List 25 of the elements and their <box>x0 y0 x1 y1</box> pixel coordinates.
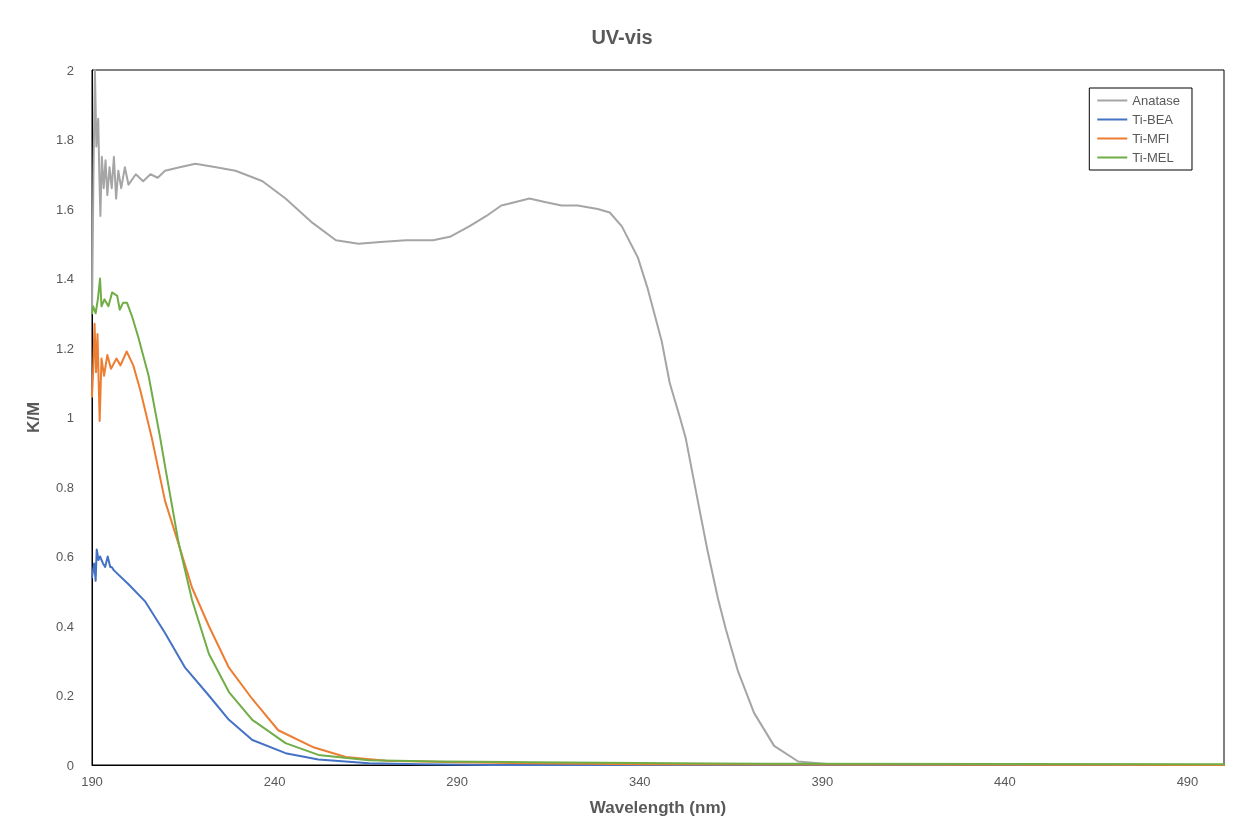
x-tick-label: 440 <box>994 774 1016 789</box>
x-tick-label: 340 <box>628 774 651 789</box>
y-tick-label: 0 <box>66 757 74 773</box>
y-tick-label: 0.2 <box>55 688 74 703</box>
x-tick-label: 390 <box>811 774 834 789</box>
legend-label: Anatase <box>1132 93 1180 108</box>
y-tick-label: 1.4 <box>55 271 74 286</box>
x-axis-title: Wavelength (nm) <box>589 798 727 817</box>
legend-label: Ti-BEA <box>1132 112 1174 127</box>
y-tick-label: 1.2 <box>55 340 74 356</box>
y-tick-label: 0.8 <box>55 479 74 495</box>
x-tick-label: 240 <box>263 774 286 789</box>
y-tick-label: 1 <box>66 410 74 425</box>
legend-label: Ti-MFI <box>1132 131 1170 146</box>
y-tick-label: 1.6 <box>55 201 74 217</box>
legend-label: Ti-MEL <box>1132 150 1174 165</box>
y-tick-label: 1.8 <box>55 132 74 147</box>
chart-title: UV-vis <box>591 26 653 48</box>
y-axis-title: K/M <box>24 401 43 434</box>
y-tick-label: 0.6 <box>55 549 74 564</box>
x-tick-label: 190 <box>81 774 103 789</box>
y-tick-label: 0.4 <box>55 618 74 634</box>
y-tick-label: 2 <box>66 62 74 78</box>
x-tick-label: 290 <box>446 774 469 789</box>
x-tick-label: 490 <box>1176 774 1199 789</box>
